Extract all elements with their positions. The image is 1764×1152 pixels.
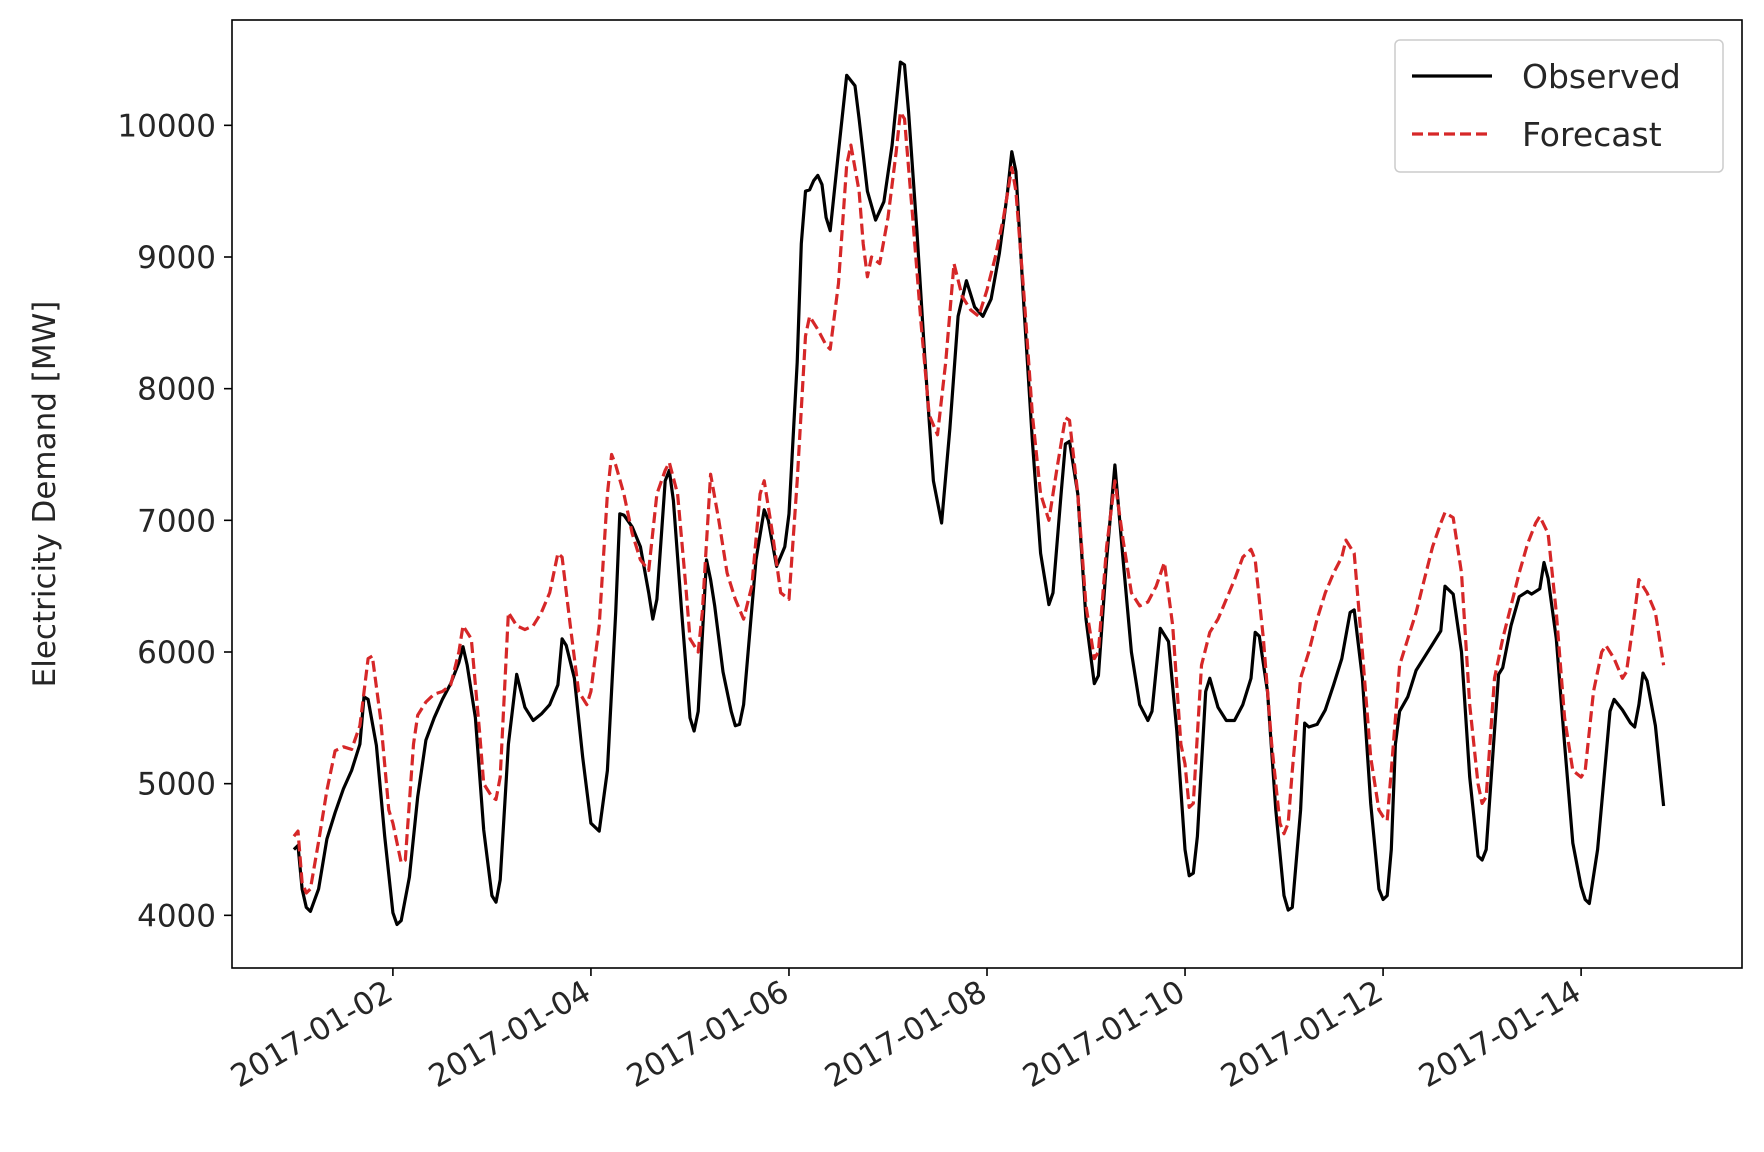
y-tick-label: 8000 [137,372,216,408]
plot-frame [231,19,1743,969]
legend-label-forecast: Forecast [1522,115,1662,154]
legend: Observed Forecast [1394,39,1724,173]
y-tick-label: 9000 [137,240,216,276]
y-tick-label: 6000 [137,635,216,671]
series-line-observed [292,60,1666,927]
y-axis-title: Electricity Demand [MW] [27,301,63,688]
y-tick-label: 4000 [137,898,216,934]
y-tick-label: 7000 [137,503,216,539]
y-tick-label: 5000 [137,767,216,803]
plot-series [292,60,1666,927]
y-tick-label: 10000 [117,108,216,144]
legend-frame [1394,39,1724,173]
y-axis: 4000 5000 6000 7000 8000 9000 10000 [117,108,232,934]
legend-label-observed: Observed [1522,57,1681,96]
series-line-forecast [292,110,1666,895]
